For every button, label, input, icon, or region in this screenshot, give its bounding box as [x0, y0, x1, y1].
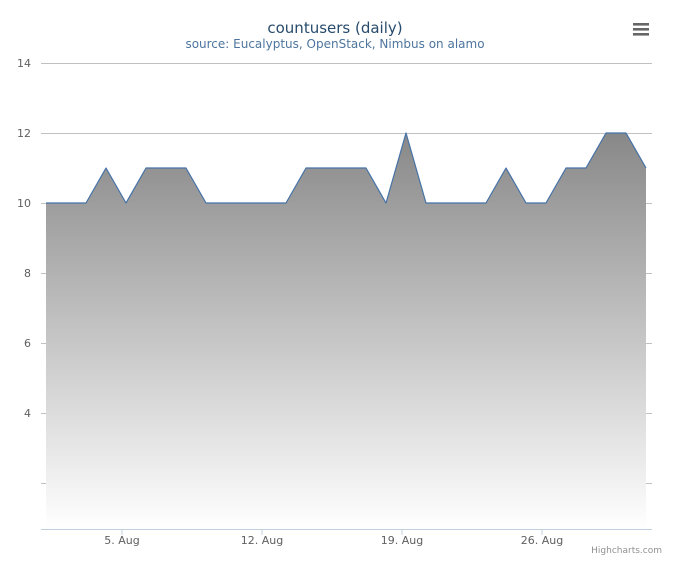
x-tick-label-2: 19. Aug — [381, 534, 423, 547]
axes — [41, 529, 652, 535]
x-tick-label-3: 26. Aug — [521, 534, 563, 547]
hamburger-menu-icon — [633, 23, 649, 36]
y-tick-label-6: 6 — [24, 337, 31, 350]
area-series — [46, 132, 647, 529]
x-tick-label-1: 12. Aug — [241, 534, 283, 547]
y-tick-label-12: 12 — [17, 127, 31, 140]
x-tick-label-0: 5. Aug — [104, 534, 139, 547]
tick-labels: 5. Aug 12. Aug 19. Aug 26. Aug 4 6 8 10 12 14 — [17, 57, 563, 547]
y-tick-label-8: 8 — [24, 267, 31, 280]
y-tick-label-10: 10 — [17, 197, 31, 210]
chart-subtitle: source: Eucalyptus, OpenStack, Nimbus on… — [185, 37, 484, 51]
chart-title: countusers (daily) — [267, 19, 402, 37]
y-tick-label-4: 4 — [24, 407, 31, 420]
series-line-0 — [46, 132, 647, 204]
area-fill-0 — [46, 133, 646, 529]
export-menu-button[interactable] — [633, 23, 649, 36]
y-tick-label-14: 14 — [17, 57, 31, 70]
credits-link[interactable]: Highcharts.com — [591, 546, 662, 556]
